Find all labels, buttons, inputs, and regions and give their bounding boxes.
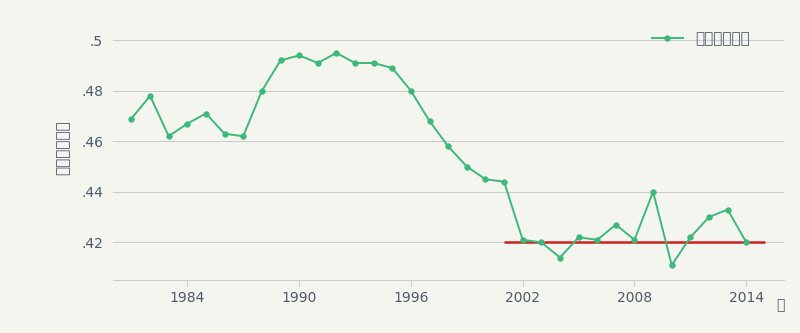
勞動報酬份額 [425,119,434,123]
勞動報酬份額 [462,165,472,168]
勞動報酬份額 [201,112,210,116]
勞動報酬份額 [723,207,733,211]
勞動報酬份額 [648,190,658,194]
勞動報酬份額 [313,61,322,65]
Line: 勞動報酬份額: 勞動報酬份額 [129,50,749,268]
勞動報酬份額 [276,59,286,63]
勞動報酬份額 [220,132,230,136]
勞動報酬份額 [350,61,360,65]
勞動報酬份額 [574,235,583,239]
勞動報酬份額 [406,89,416,93]
勞動報酬份額 [387,66,397,70]
勞動報酬份額 [593,238,602,242]
勞動報酬份額 [238,134,248,138]
勞動報酬份額 [182,122,192,126]
勞動報酬份額 [443,145,453,149]
勞動報酬份額 [146,94,155,98]
勞動報酬份額 [499,180,509,184]
勞動報酬份額 [257,89,266,93]
勞動報酬份額 [667,263,677,267]
勞動報酬份額 [537,240,546,244]
勞動報酬份額 [126,117,136,121]
勞動報酬份額 [331,51,341,55]
勞動報酬份額 [630,238,639,242]
勞動報酬份額 [518,238,527,242]
Text: 年: 年 [776,298,785,312]
勞動報酬份額 [164,134,174,138]
勞動報酬份額 [555,255,565,259]
勞動報酬份額 [481,177,490,181]
勞動報酬份額 [294,53,304,57]
勞動報酬份額 [611,223,621,227]
Legend: 勞動報酬份額: 勞動報酬份額 [646,25,756,53]
勞動報酬份額 [686,235,695,239]
勞動報酬份額 [704,215,714,219]
勞動報酬份額 [742,240,751,244]
Y-axis label: 勞動報酬份額: 勞動報酬份額 [55,120,70,175]
勞動報酬份額 [369,61,378,65]
